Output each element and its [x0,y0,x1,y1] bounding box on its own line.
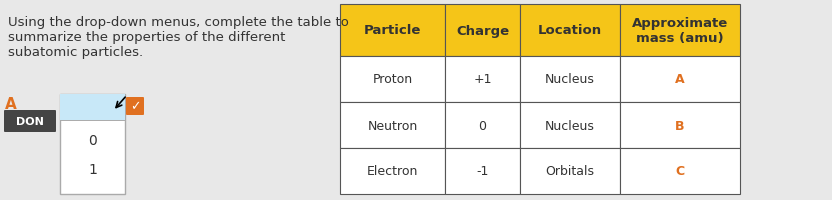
Text: subatomic particles.: subatomic particles. [8,46,143,59]
Text: 0: 0 [88,133,97,147]
Text: Proton: Proton [373,73,413,86]
Bar [340,57,445,102]
Bar [60,95,125,120]
Bar [620,102,740,148]
Text: Location: Location [538,24,602,37]
Text: A: A [5,97,17,111]
Bar [340,102,445,148]
Bar [445,148,520,194]
Bar [445,102,520,148]
Text: Charge: Charge [456,24,509,37]
Text: DON: DON [16,116,44,126]
Text: 0: 0 [478,119,487,132]
Text: Nucleus: Nucleus [545,73,595,86]
Text: Particle: Particle [364,24,421,37]
Bar [620,57,740,102]
Text: 1: 1 [88,163,97,177]
Bar [520,148,620,194]
Text: -1: -1 [476,165,488,178]
Bar [340,5,445,57]
Text: Nucleus: Nucleus [545,119,595,132]
Bar [445,57,520,102]
Text: C: C [676,165,685,178]
Bar [445,5,520,57]
Bar [620,5,740,57]
Text: B: B [676,119,685,132]
Bar [340,148,445,194]
FancyBboxPatch shape [126,98,144,115]
Text: Using the drop-down menus, complete the table to: Using the drop-down menus, complete the … [8,16,349,29]
Bar [520,102,620,148]
Bar [520,5,620,57]
Bar [620,148,740,194]
Text: summarize the properties of the different: summarize the properties of the differen… [8,31,285,44]
Text: Neutron: Neutron [368,119,418,132]
Text: Orbitals: Orbitals [546,165,595,178]
Text: Electron: Electron [367,165,418,178]
Text: ✓: ✓ [130,100,141,113]
Text: Approximate
mass (amu): Approximate mass (amu) [631,17,728,45]
FancyBboxPatch shape [4,110,56,132]
Bar [60,95,125,194]
Text: +1: +1 [473,73,492,86]
Text: A: A [676,73,685,86]
Bar [520,57,620,102]
